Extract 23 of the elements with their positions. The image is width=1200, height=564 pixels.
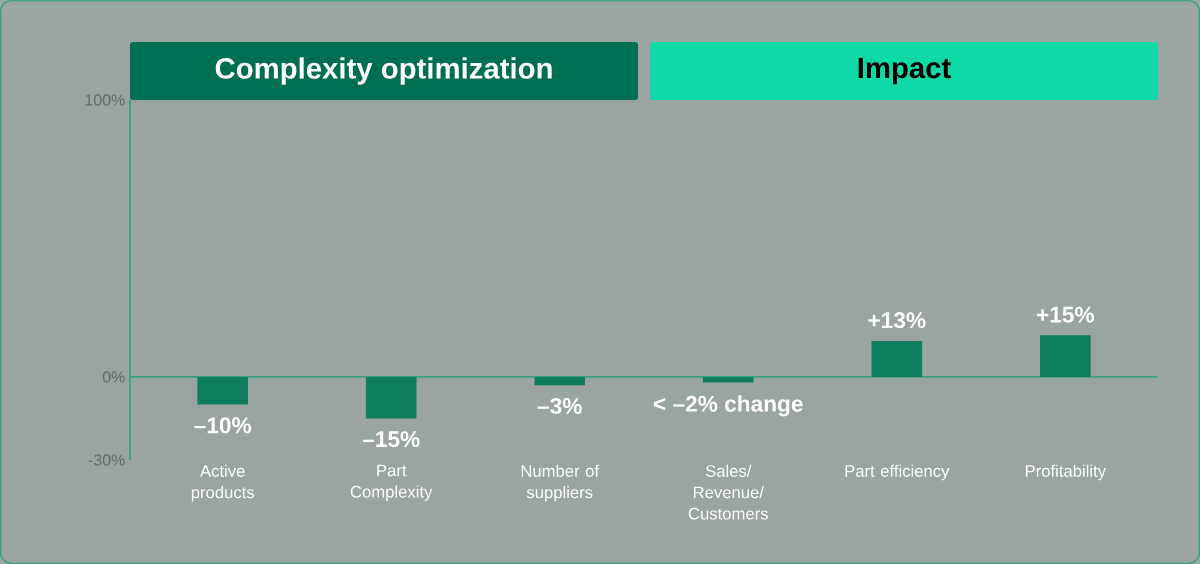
data-label: +13% [868,312,926,329]
x-tick-label: Part efficiency [845,464,950,481]
bar [365,376,417,419]
text: Impact [858,57,951,85]
data-label: +15% [1036,306,1094,323]
bar [1040,335,1091,377]
data-label: –10% [194,417,252,434]
data-label: –15% [362,431,420,448]
data-label: < –2% change [653,395,803,417]
data-label: –3% [537,397,582,415]
y-tick-label: -30% [88,454,125,466]
text: Complexity optimization [215,57,552,85]
bar [197,376,248,405]
x-tick-label: Sales/ Revenue/ Customers [688,464,768,520]
y-tick-label: 100% [85,94,125,106]
bar [534,376,586,386]
x-tick-label: Number of suppliers [521,464,600,502]
x-tick-label: Part Complexity [350,464,433,501]
y-tick-label: 0% [102,371,125,383]
bar [702,376,754,383]
x-tick-label: Profitability [1025,464,1107,481]
x-tick-label: Active products [191,464,255,502]
bar [871,340,923,377]
